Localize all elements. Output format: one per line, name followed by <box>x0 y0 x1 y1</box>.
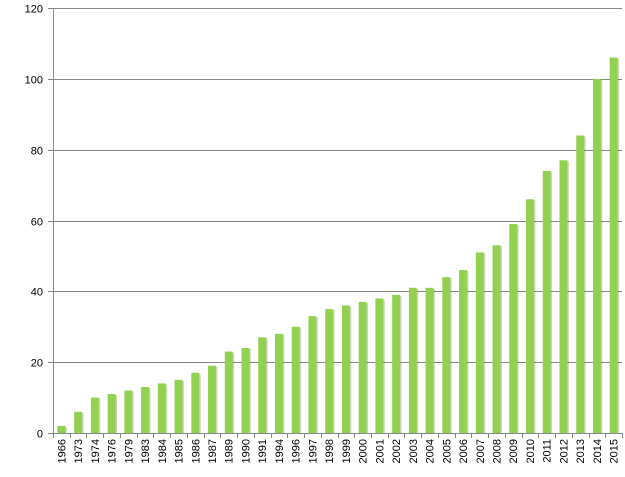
x-tick-label: 2014 <box>592 439 604 463</box>
bar <box>375 298 384 433</box>
bar <box>325 309 334 433</box>
bar <box>341 305 350 433</box>
x-tick-label: 1976 <box>107 439 119 463</box>
bar <box>609 57 618 433</box>
bar <box>241 348 250 433</box>
x-tick-label: 2000 <box>358 439 370 463</box>
x-tick-label: 1985 <box>174 439 186 463</box>
bar <box>258 337 267 434</box>
bar <box>358 301 367 433</box>
bar <box>174 379 183 434</box>
bar <box>157 383 166 433</box>
bar <box>74 411 83 433</box>
bar <box>425 287 434 433</box>
bar <box>526 199 534 433</box>
x-tick-label: 1984 <box>157 439 169 463</box>
x-tick-label: 1974 <box>90 439 102 463</box>
x-tick-label: 1987 <box>207 439 219 463</box>
x-tick-label: 2012 <box>558 439 570 463</box>
x-tick-label: 1998 <box>324 439 336 463</box>
bar <box>224 351 233 433</box>
y-tick-label: 80 <box>31 146 43 158</box>
bar <box>124 390 133 433</box>
x-tick-label: 1989 <box>224 439 236 463</box>
x-tick-label: 2005 <box>441 439 453 463</box>
x-tick-label: 1966 <box>56 439 68 463</box>
bar <box>475 252 484 434</box>
bar <box>542 170 551 434</box>
bar <box>107 394 116 433</box>
y-tick-label: 20 <box>31 358 43 370</box>
x-tick-label: 2007 <box>475 439 487 463</box>
y-tick-label: 100 <box>25 75 43 87</box>
x-tick-label: 2013 <box>575 439 587 463</box>
bar <box>492 245 501 433</box>
x-tick-label: 2008 <box>491 439 503 463</box>
bar <box>208 365 216 433</box>
bar <box>442 277 451 433</box>
bar <box>392 294 401 434</box>
x-tick-label: 2001 <box>374 439 386 463</box>
bar <box>459 270 467 433</box>
x-tick-label: 2002 <box>391 439 403 463</box>
x-tick-label: 1997 <box>307 439 319 463</box>
bar <box>141 386 149 433</box>
y-tick-label: 40 <box>31 287 43 299</box>
x-tick-label: 2006 <box>458 439 470 463</box>
bar <box>592 78 601 433</box>
bar <box>576 135 585 433</box>
x-tick-label: 1983 <box>140 439 152 463</box>
x-tick-label: 1991 <box>257 439 269 463</box>
x-tick-label: 1996 <box>291 439 303 463</box>
x-tick-label: 1994 <box>274 439 286 463</box>
bar <box>191 372 200 433</box>
bar <box>308 316 317 434</box>
bar <box>509 224 518 433</box>
x-tick-label: 2009 <box>508 439 520 463</box>
bar <box>90 397 99 433</box>
bar <box>291 326 300 433</box>
x-tick-label: 2010 <box>525 439 537 463</box>
bar <box>559 160 568 434</box>
bar <box>57 425 66 433</box>
y-tick-label: 0 <box>37 429 43 441</box>
x-tick-label: 2011 <box>542 439 554 463</box>
x-tick-label: 1990 <box>240 439 252 463</box>
x-tick-label: 2004 <box>425 439 437 463</box>
x-tick-label: 1979 <box>123 439 135 463</box>
bar <box>408 287 417 433</box>
x-tick-label: 1973 <box>73 439 85 463</box>
x-tick-label: 1986 <box>190 439 202 463</box>
x-tick-label: 2015 <box>609 439 621 463</box>
y-tick-label: 60 <box>31 217 43 229</box>
y-tick-label: 120 <box>25 4 43 16</box>
bar <box>274 333 283 433</box>
x-tick-label: 2003 <box>408 439 420 463</box>
x-tick-label: 1999 <box>341 439 353 463</box>
